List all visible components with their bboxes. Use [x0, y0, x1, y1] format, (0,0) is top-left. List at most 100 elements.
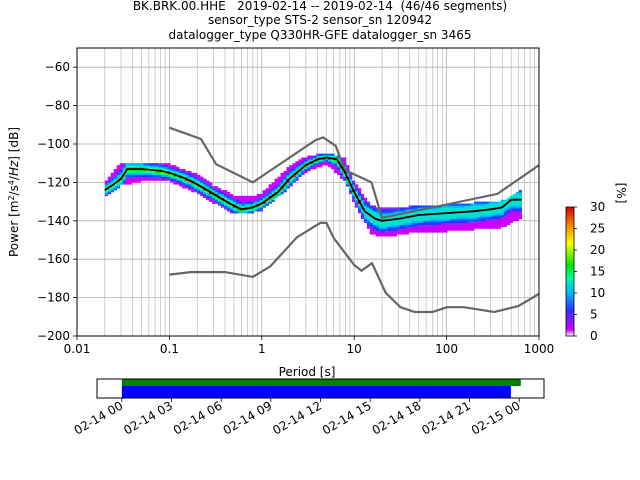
density-cell	[295, 161, 299, 164]
density-cell	[387, 222, 391, 225]
density-cell	[194, 180, 198, 183]
density-cell	[456, 216, 460, 220]
density-cell	[375, 234, 380, 237]
density-cell	[417, 211, 421, 214]
density-cell	[304, 161, 308, 164]
density-cell	[244, 203, 249, 206]
density-cell	[268, 186, 272, 189]
density-cell	[441, 209, 445, 212]
density-cell	[229, 201, 234, 204]
density-cell	[110, 190, 115, 193]
density-cell	[149, 167, 153, 170]
density-cell	[226, 205, 231, 208]
density-cell	[468, 218, 472, 222]
density-cell	[500, 211, 505, 214]
density-cell	[229, 207, 234, 210]
density-cell	[214, 195, 219, 199]
density-cell	[390, 213, 394, 216]
density-cell	[399, 211, 403, 214]
density-cell	[343, 178, 347, 181]
density-cell	[107, 188, 112, 191]
density-cell	[155, 176, 159, 179]
density-cell	[214, 201, 219, 204]
density-cell	[447, 218, 451, 222]
density-cell	[465, 220, 469, 224]
density-cell	[468, 209, 472, 212]
density-cell	[423, 215, 427, 218]
density-cell	[146, 174, 150, 177]
density-cell	[232, 195, 237, 199]
density-cell	[441, 218, 445, 222]
density-cell	[447, 215, 451, 218]
density-cell	[474, 218, 478, 222]
density-cell	[497, 203, 502, 206]
density-cell	[119, 163, 123, 166]
density-cell	[298, 163, 302, 166]
density-cell	[453, 207, 457, 210]
density-cell	[423, 205, 427, 208]
density-cell	[188, 182, 192, 185]
density-cell	[414, 226, 418, 229]
density-cell	[441, 228, 445, 231]
density-cell	[116, 184, 121, 187]
colorbar-tick-label: 10	[590, 286, 605, 300]
density-cell	[509, 209, 514, 212]
density-cell	[408, 205, 412, 208]
density-cell	[444, 205, 448, 208]
density-cell	[375, 226, 380, 229]
density-cell	[411, 216, 415, 220]
density-cell	[405, 222, 409, 225]
density-cell	[167, 174, 171, 177]
density-cell	[125, 165, 129, 168]
density-cell	[170, 178, 174, 181]
density-cell	[363, 199, 368, 202]
density-cell	[518, 207, 523, 210]
density-cell	[354, 184, 359, 187]
density-cell	[268, 197, 272, 200]
density-cell	[423, 216, 427, 220]
density-cell	[503, 215, 508, 218]
density-cell	[197, 188, 201, 191]
density-cell	[325, 157, 329, 160]
density-cell	[331, 165, 335, 168]
density-cell	[238, 205, 243, 208]
density-cell	[110, 188, 115, 191]
density-cell	[343, 172, 347, 176]
density-cell	[462, 224, 466, 227]
density-cell	[116, 168, 121, 172]
density-cell	[286, 167, 290, 170]
density-cell	[176, 178, 180, 181]
density-cell	[360, 213, 365, 216]
density-cell	[283, 190, 287, 193]
density-cell	[360, 215, 365, 218]
density-cell	[515, 213, 520, 216]
density-cell	[241, 205, 246, 208]
density-cell	[268, 192, 272, 195]
density-cell	[301, 172, 305, 176]
density-cell	[384, 226, 389, 229]
density-cell	[271, 186, 275, 189]
density-cell	[494, 224, 499, 227]
density-cell	[485, 222, 490, 225]
density-cell	[238, 209, 243, 212]
density-cell	[456, 203, 460, 206]
density-cell	[200, 182, 204, 185]
density-cell	[134, 174, 138, 177]
density-cell	[384, 213, 389, 216]
density-cell	[500, 220, 505, 224]
density-cell	[119, 167, 123, 170]
density-cell	[191, 188, 195, 191]
density-cell	[325, 163, 329, 166]
density-cell	[206, 195, 210, 199]
density-cell	[283, 180, 287, 183]
density-cell	[348, 172, 353, 176]
density-cell	[512, 201, 517, 204]
density-cell	[223, 203, 228, 206]
density-cell	[194, 188, 198, 191]
density-cell	[393, 226, 397, 229]
density-cell	[313, 167, 317, 170]
density-cell	[322, 153, 326, 156]
coverage-tick-label: 02-14 15	[320, 398, 374, 437]
coverage-tick-label: 02-14 09	[221, 398, 275, 437]
density-cell	[459, 203, 463, 206]
